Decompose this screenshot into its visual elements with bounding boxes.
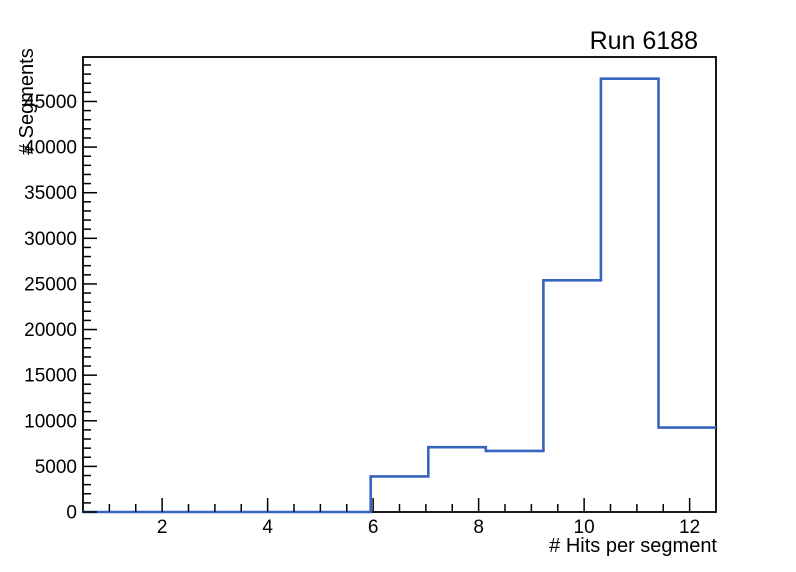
x-tick-label: 6 <box>368 517 379 538</box>
y-tick-label: 30000 <box>24 229 77 250</box>
x-tick-label: 2 <box>157 517 168 538</box>
y-tick-label: 40000 <box>24 138 77 159</box>
x-tick-label: 8 <box>473 517 484 538</box>
y-tick-label: 35000 <box>24 183 77 204</box>
chart-title: Run 6188 <box>589 27 698 55</box>
plot-frame <box>82 56 717 513</box>
y-tick-label: 15000 <box>24 366 77 387</box>
x-tick-label: 4 <box>262 517 273 538</box>
histogram-line <box>83 77 716 514</box>
y-tick-label: 45000 <box>24 92 77 113</box>
y-tick-label: 5000 <box>35 457 77 478</box>
x-tick-label: 10 <box>574 517 595 538</box>
x-tick-label: 12 <box>679 517 700 538</box>
y-tick-label: 10000 <box>24 411 77 432</box>
y-tick-label: 0 <box>66 503 77 524</box>
y-tick-label: 25000 <box>24 274 77 295</box>
y-tick-label: 20000 <box>24 320 77 341</box>
x-axis-title: # Hits per segment <box>549 535 717 557</box>
